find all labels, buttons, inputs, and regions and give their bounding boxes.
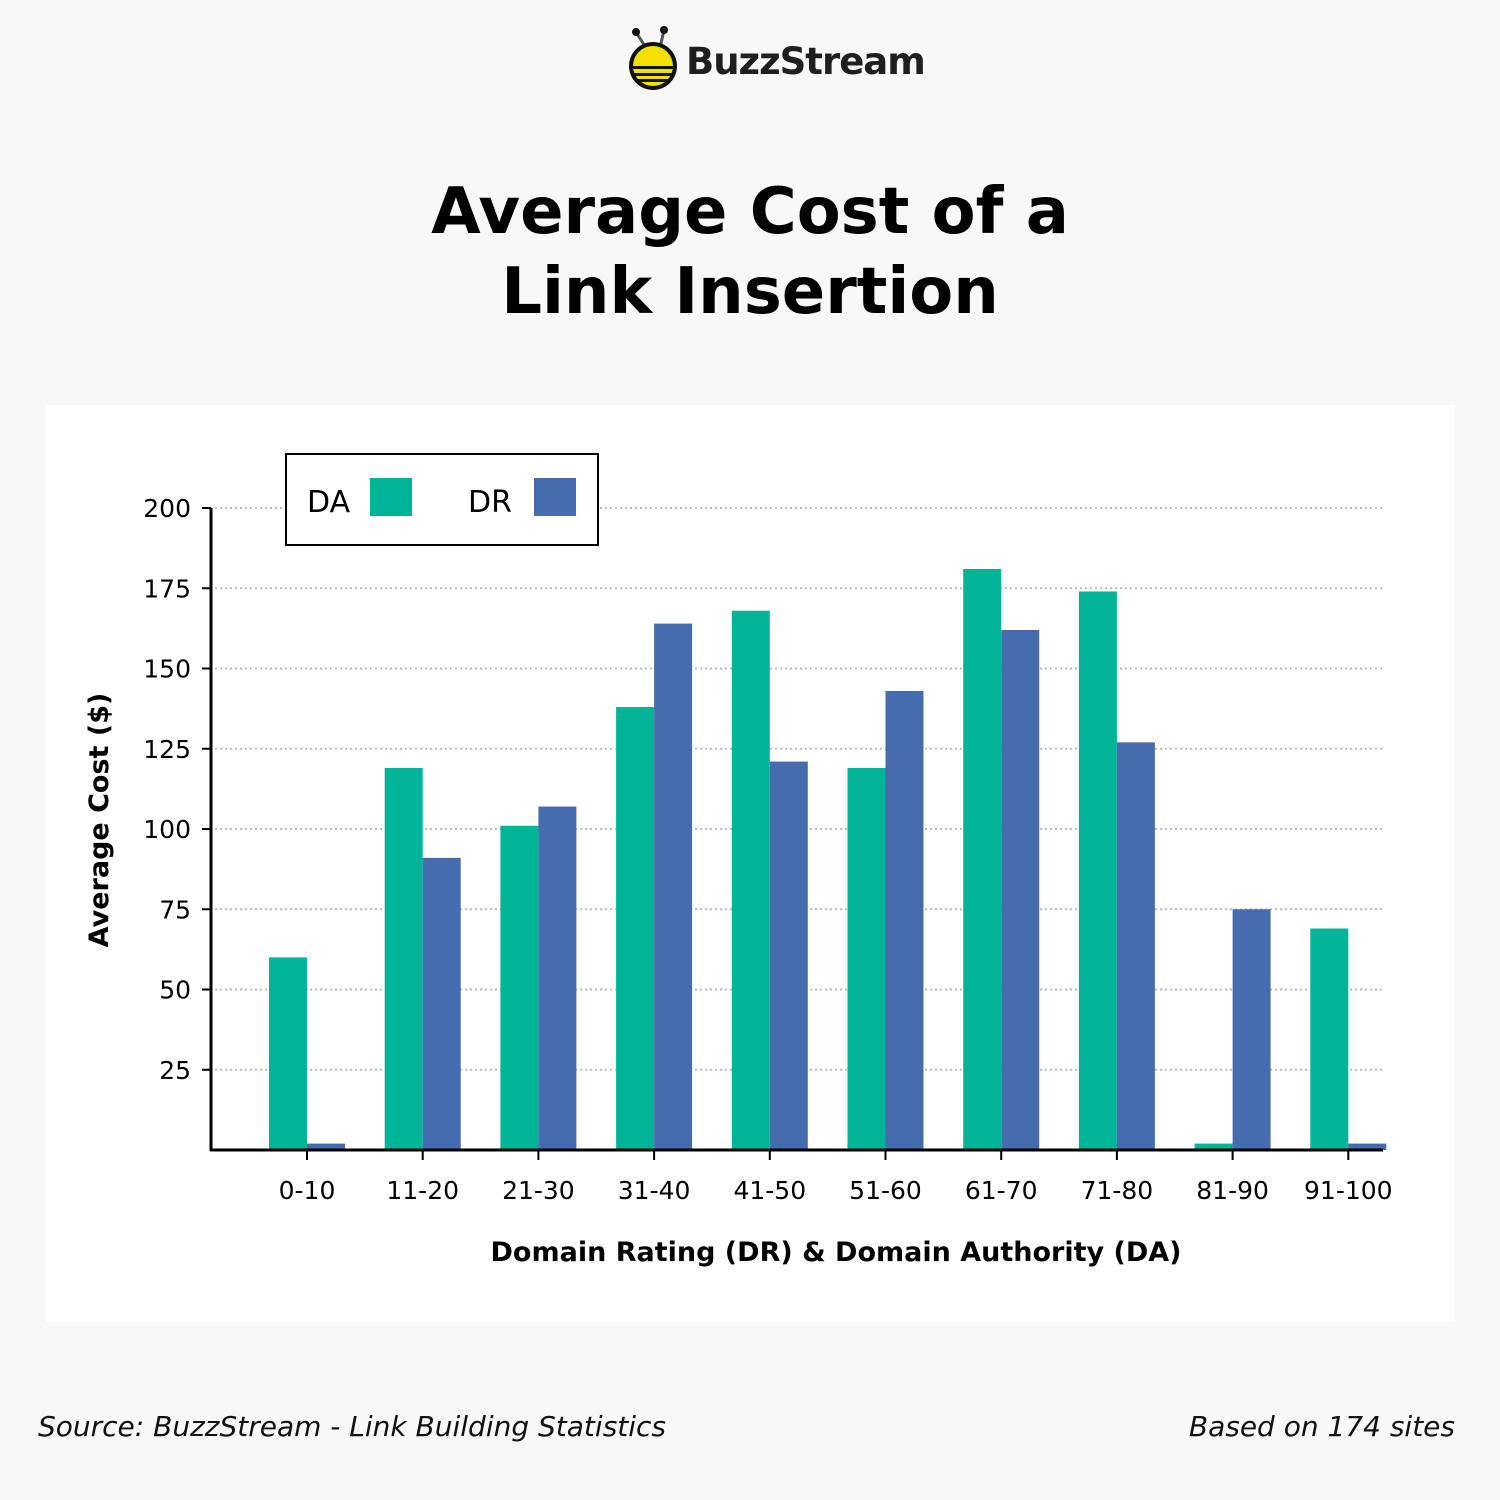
- bar-dr: [654, 623, 693, 1150]
- bar-dr: [769, 761, 808, 1150]
- title-line: Link Insertion: [501, 255, 999, 329]
- title-line: Average Cost of a: [431, 175, 1069, 249]
- x-tick-label: 0-10: [279, 1176, 336, 1205]
- bar-da: [963, 568, 1002, 1150]
- x-axis-label: Domain Rating (DR) & Domain Authority (D…: [491, 1237, 1182, 1268]
- legend-label: DR: [468, 485, 512, 520]
- y-tick-label: 100: [143, 815, 191, 844]
- x-tick-label: 41-50: [733, 1176, 806, 1205]
- chart-title: Average Cost of a Link Insertion: [0, 172, 1500, 332]
- legend-swatch: [534, 478, 576, 516]
- x-tick-label: 91-100: [1304, 1176, 1393, 1205]
- bar-da: [847, 768, 886, 1150]
- y-tick-label: 125: [143, 735, 191, 764]
- x-tick-label: 61-70: [965, 1176, 1038, 1205]
- bar-da: [1194, 1143, 1233, 1150]
- y-tick-label: 150: [143, 655, 191, 684]
- bar-da: [1078, 591, 1117, 1150]
- bar-da: [1310, 928, 1349, 1150]
- bar-da: [616, 707, 655, 1150]
- bar-da: [384, 768, 423, 1150]
- sample-note: Based on 174 sites: [1188, 1410, 1455, 1443]
- bar-dr: [422, 857, 461, 1150]
- x-tick-label: 11-20: [386, 1176, 459, 1205]
- x-tick-label: 21-30: [502, 1176, 575, 1205]
- x-tick-label: 71-80: [1081, 1176, 1154, 1205]
- bar-da: [731, 610, 770, 1150]
- bee-icon: [629, 26, 677, 90]
- bar-dr: [1232, 909, 1271, 1150]
- bar-da: [269, 957, 307, 1150]
- x-tick-label: 81-90: [1196, 1176, 1269, 1205]
- y-tick-label: 75: [159, 895, 191, 924]
- bar-dr: [1001, 629, 1040, 1150]
- bar-dr: [885, 690, 924, 1150]
- brand-name: BuzzStream: [686, 40, 926, 83]
- y-axis-label: Average Cost ($): [84, 693, 115, 948]
- bar-dr: [1116, 742, 1155, 1150]
- legend-label: DA: [307, 485, 351, 520]
- legend-swatch: [370, 478, 412, 516]
- bar-dr: [1348, 1143, 1387, 1150]
- x-tick-label: 31-40: [618, 1176, 691, 1205]
- y-tick-label: 200: [143, 494, 191, 523]
- y-tick-label: 50: [159, 976, 191, 1005]
- source-note: Source: BuzzStream - Link Building Stati…: [38, 1410, 667, 1443]
- bar-da: [500, 825, 539, 1150]
- x-tick-label: 51-60: [849, 1176, 922, 1205]
- bar-dr: [538, 806, 577, 1150]
- y-tick-label: 25: [159, 1056, 191, 1085]
- buzzstream-logo: BuzzStream: [626, 26, 926, 96]
- bar-dr: [307, 1143, 345, 1150]
- y-tick-label: 175: [143, 574, 191, 603]
